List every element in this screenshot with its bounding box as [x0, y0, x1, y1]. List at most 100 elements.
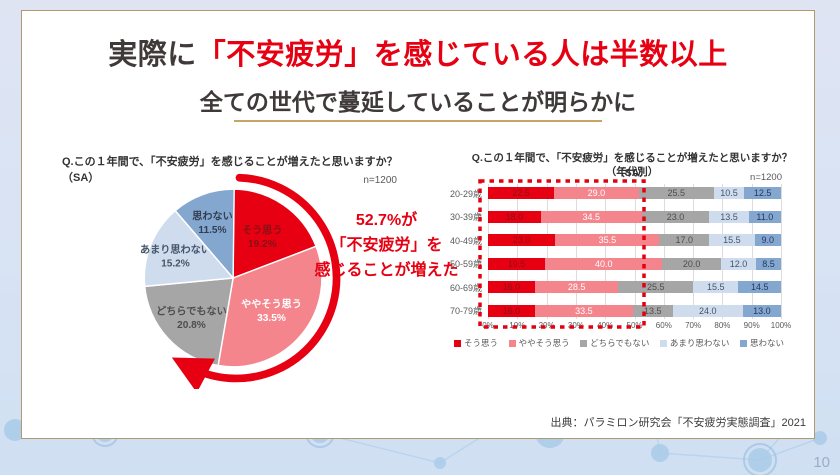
gridline [693, 184, 695, 319]
bar-segment: 22.5 [488, 187, 554, 199]
title-prefix: 実際に [108, 39, 197, 71]
pie-slice [217, 245, 323, 368]
pie-slice [174, 188, 235, 280]
gridline [781, 184, 782, 319]
x-tick-label: 30% [567, 321, 584, 330]
bar-question-title: Q.この１年間で、「不安疲労」を感じることが増えたと思いますか？（SA） [471, 152, 793, 179]
bar-segment: 25.5 [618, 281, 694, 293]
bar-segment: 13.5 [633, 304, 673, 317]
bar-segment: 34.5 [540, 210, 642, 223]
bar-segment: 23.0 [488, 234, 556, 246]
pie-slice [143, 209, 235, 288]
bar-segment: 18.0 [488, 210, 541, 223]
pie-annotation-line2: 「不安疲労」を [330, 236, 443, 254]
legend-label: あまり思わない [669, 338, 730, 348]
bar-segment: 12.5 [744, 187, 781, 199]
bar-segment: 17.0 [659, 234, 710, 246]
bar-segment: 15.5 [693, 281, 739, 293]
bar-row: 70-79歳 16.0 33.5 13.5 24.0 13.0 [442, 304, 782, 317]
legend-swatch-icon [454, 339, 461, 347]
pie-slice-label: ややそう思う [241, 299, 302, 311]
bar-segment: 24.0 [672, 304, 743, 317]
pie-slice-label: 思わない [192, 210, 233, 222]
bar-sample-size: n=1200 [750, 172, 782, 183]
bar-row: 30-39歳 18.0 34.5 23.0 13.5 11.0 [442, 210, 782, 223]
bar-segment: 19.5 [488, 257, 546, 270]
x-tick-label: 100% [770, 321, 792, 330]
bar-row: 40-49歳 23.0 35.5 17.0 15.5 9.0 [442, 234, 782, 246]
bar-segment: 11.0 [748, 210, 781, 223]
bar-segment: 13.0 [742, 304, 781, 317]
bar-segment: 14.5 [738, 281, 781, 293]
legend-swatch-icon [580, 339, 588, 347]
bar-segment: 15.5 [709, 234, 755, 246]
pie-slice-label: 20.8% [177, 320, 206, 331]
bar-segment: 40.0 [545, 257, 663, 270]
bar-track: 16.0 28.5 25.5 15.5 14.5 [488, 281, 781, 293]
pie-annotation-line1: 52.7%が [355, 212, 418, 229]
pie-slice-label: 33.5% [257, 313, 286, 324]
gridline [751, 184, 753, 319]
bar-segment: 8.5 [756, 257, 781, 270]
bar-row-label: 40-49歳 [449, 235, 482, 246]
bar-segment: 9.0 [754, 234, 781, 246]
bar-segment: 33.5 [534, 304, 634, 317]
bar-row: 50-59歳 19.5 40.0 20.0 12.0 8.5 [442, 257, 782, 270]
subtitle-underline [234, 120, 602, 122]
pie-slices: そう思う 19.2% ややそう思う 33.5% どちらでもない 20.8% あまり思わない 1… [140, 188, 323, 368]
bar-row-label: 50-59歳 [449, 259, 482, 269]
bar-track: 23.0 35.5 17.0 15.5 9.0 [488, 234, 781, 246]
x-tick-label: 10% [509, 321, 526, 330]
bar-track: 19.5 40.0 20.0 12.0 8.5 [488, 257, 781, 270]
pie-slice-label: そう思う [242, 225, 283, 237]
bar-segment: 28.5 [534, 281, 619, 293]
pie-emphasis-arrow-icon [171, 173, 341, 389]
pie-slice-label: 11.5% [198, 225, 226, 236]
pie-sample-size: n=1200 [363, 175, 397, 186]
bar-track: 16.0 33.5 13.5 24.0 13.0 [488, 304, 781, 317]
slide-card: 実際に「不安疲労」を感じている人は半数以上 全ての世代で蔓延していることが明らか… [21, 10, 815, 439]
bar-row: 20-29歳 22.5 29.0 25.5 10.5 12.5 [442, 187, 782, 199]
pie-question-title: Q.この１年間で、「不安疲労」を感じることが増えたと思いますか？（SA） [62, 156, 398, 184]
x-tick-label: 60% [655, 321, 672, 330]
legend-swatch-icon [508, 339, 516, 347]
legend-item: 思わない [739, 337, 784, 349]
bar-x-axis: 0% 10% 20% 30% 40% 50% 60% 70% 80% 90% 100% [482, 321, 791, 331]
x-tick-label: 90% [743, 321, 760, 330]
x-tick-label: 20% [538, 321, 555, 330]
pie-slice [232, 188, 318, 280]
bar-row-label: 30-39歳 [449, 212, 482, 222]
pie-annotation: 52.7%が 「不安疲労」を 感じることが増えた [294, 209, 479, 283]
bar-segment: 25.5 [638, 187, 714, 199]
legend-label: そう思う [464, 338, 499, 348]
bar-track: 18.0 34.5 23.0 13.5 11.0 [488, 210, 781, 223]
bar-segment: 29.0 [553, 187, 639, 199]
bar-segment: 12.0 [720, 257, 757, 270]
bar-row-label: 60-69歳 [449, 282, 482, 293]
bar-question-subtitle: （年代別） [605, 166, 659, 178]
pie-slice-label: 15.2% [161, 258, 190, 269]
bar-segment: 13.5 [709, 210, 749, 223]
x-tick-label: 40% [597, 321, 614, 330]
legend-label: ややそう思う [518, 338, 570, 348]
legend-item: そう思う [454, 337, 498, 349]
bar-row-label: 20-29歳 [449, 188, 482, 199]
gridline [722, 184, 724, 319]
bar-segment: 35.5 [555, 234, 660, 246]
legend-label: どちらでもない [590, 338, 650, 348]
x-tick-label: 0% [482, 321, 494, 330]
legend-item: どちらでもない [580, 337, 649, 349]
x-tick-label: 70% [685, 321, 702, 330]
x-tick-label: 80% [714, 321, 731, 330]
bar-segment: 20.0 [662, 257, 721, 270]
bar-row: 60-69歳 16.0 28.5 25.5 15.5 14.5 [442, 281, 782, 293]
pie-slice-label: 19.2% [248, 239, 277, 250]
bar-row-label: 70-79歳 [449, 306, 482, 316]
pie-chart: そう思う 19.2% ややそう思う 33.5% どちらでもない 20.8% あまり思わない 1… [140, 173, 341, 389]
page-number: 10 [813, 454, 830, 471]
page-title: 実際に「不安疲労」を感じている人は半数以上 [22, 31, 814, 73]
gridline [663, 184, 665, 319]
source-citation: 出典：パラミロン研究会「不安疲労実態調査」2021 [550, 417, 806, 429]
legend-item: ややそう思う [508, 337, 570, 349]
legend-swatch-icon [659, 339, 667, 347]
